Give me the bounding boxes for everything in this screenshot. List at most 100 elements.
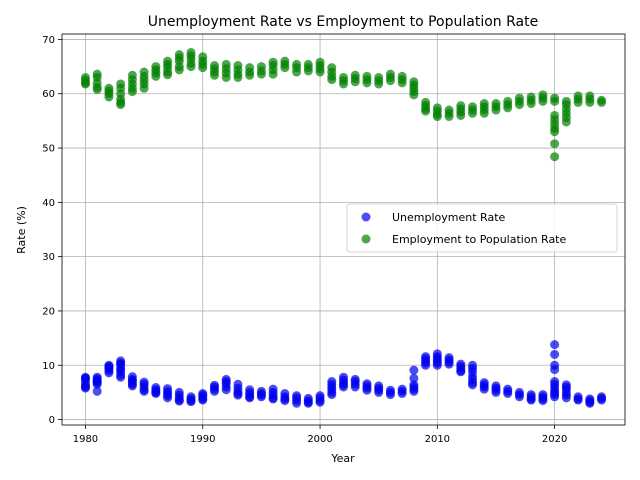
unemployment-point [350,382,360,392]
legend-label-employment: Employment to Population Rate [392,233,566,246]
unemployment-point [268,394,278,404]
employment-point [104,92,114,102]
legend-box [346,203,618,253]
employment-point [139,83,149,93]
employment-point [491,105,501,115]
unemployment-point [116,372,126,382]
employment-point [303,66,313,76]
legend-marker-unemployment [361,212,371,222]
unemployment-point [550,365,560,375]
employment-point [374,79,384,89]
legend-marker-employment [361,234,371,244]
employment-point [186,62,196,72]
employment-point [339,79,348,89]
unemployment-point [468,380,478,390]
unemployment-point [479,384,489,394]
employment-point [514,100,524,110]
legend-label-unemployment: Unemployment Rate [392,211,506,224]
employment-point [280,63,290,73]
unemployment-point [151,389,161,399]
y-tick-label: 0 [49,415,55,426]
unemployment-point [503,389,513,399]
unemployment-point [186,397,196,407]
chart-title: Unemployment Rate vs Employment to Popul… [148,14,538,30]
x-tick-label: 2010 [425,434,450,445]
unemployment-point [432,360,442,370]
unemployment-point [491,387,501,397]
employment-point [550,127,560,137]
x-tick-label: 1980 [73,434,98,445]
unemployment-point [550,349,560,359]
unemployment-point [139,386,149,396]
x-tick-label: 2020 [542,434,567,445]
unemployment-point [444,359,454,369]
unemployment-point [116,356,126,366]
unemployment-point [327,390,337,400]
employment-point [550,152,560,162]
unemployment-point [573,395,583,405]
unemployment-point [362,385,372,395]
employment-point [385,76,395,86]
unemployment-point [315,397,325,407]
employment-point [245,70,255,80]
legend: Unemployment Rate Employment to Populati… [346,203,618,253]
unemployment-point [550,340,560,350]
unemployment-point [526,395,536,405]
unemployment-point [163,393,173,403]
unemployment-point [104,362,114,372]
employment-point [561,117,571,127]
employment-point [550,139,560,149]
employment-point [315,67,325,77]
unemployment-point [514,392,524,402]
unemployment-point [280,396,290,406]
plot-frame [61,33,626,426]
employment-point [597,97,607,107]
employment-point [409,90,419,100]
y-tick-label: 50 [42,144,55,155]
employment-point [221,72,231,82]
unemployment-point [174,396,184,406]
x-axis-label: Year [330,452,355,465]
employment-point [585,97,595,107]
employment-point [526,99,536,109]
y-axis-label: Rate (%) [15,206,28,254]
employment-point [456,110,466,120]
employment-point [573,97,583,107]
unemployment-point [92,386,102,396]
employment-point [198,63,208,73]
unemployment-point [456,367,466,377]
y-tick-label: 30 [42,252,55,263]
unemployment-point [233,390,243,400]
employment-point [503,103,513,113]
y-tick-label: 40 [42,198,55,209]
employment-point [397,78,407,88]
unemployment-point [538,396,548,406]
unemployment-point [585,398,595,408]
unemployment-point [597,395,607,405]
unemployment-point [409,365,419,375]
unemployment-point [92,379,102,389]
employment-point [127,87,137,97]
employment-point [268,69,278,79]
y-tick-label: 10 [42,361,55,372]
x-tick-label: 1990 [190,434,215,445]
unemployment-point [409,386,419,396]
employment-point [468,108,478,118]
employment-point [538,96,548,106]
employment-point [233,72,243,82]
employment-point [174,65,184,75]
employment-point [151,71,161,81]
unemployment-point [209,386,219,396]
unemployment-point [550,392,560,402]
unemployment-point [198,395,208,405]
employment-point [116,100,126,110]
unemployment-point [127,381,137,391]
unemployment-point [421,360,431,370]
employment-point [550,96,560,106]
unemployment-point [385,390,395,400]
y-tick-label: 20 [42,306,55,317]
unemployment-point [561,393,571,403]
x-tick-label: 2000 [307,434,332,445]
employment-point [432,112,442,122]
